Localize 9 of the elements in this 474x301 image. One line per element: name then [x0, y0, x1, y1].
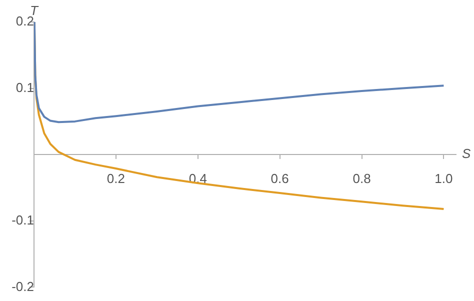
- y-tick-label: 0.1: [16, 80, 34, 95]
- y-tick-label: -0.1: [12, 212, 34, 228]
- x-tick-label: 0.6: [270, 170, 289, 186]
- y-tick-label: 0.2: [16, 14, 34, 29]
- x-axis-title: S: [462, 146, 471, 162]
- x-tick-label: 0.2: [106, 170, 125, 186]
- y-tick-label: -0.2: [12, 278, 34, 294]
- x-tick-label: 1.0: [434, 170, 453, 186]
- x-tick-label: 0.8: [352, 170, 371, 186]
